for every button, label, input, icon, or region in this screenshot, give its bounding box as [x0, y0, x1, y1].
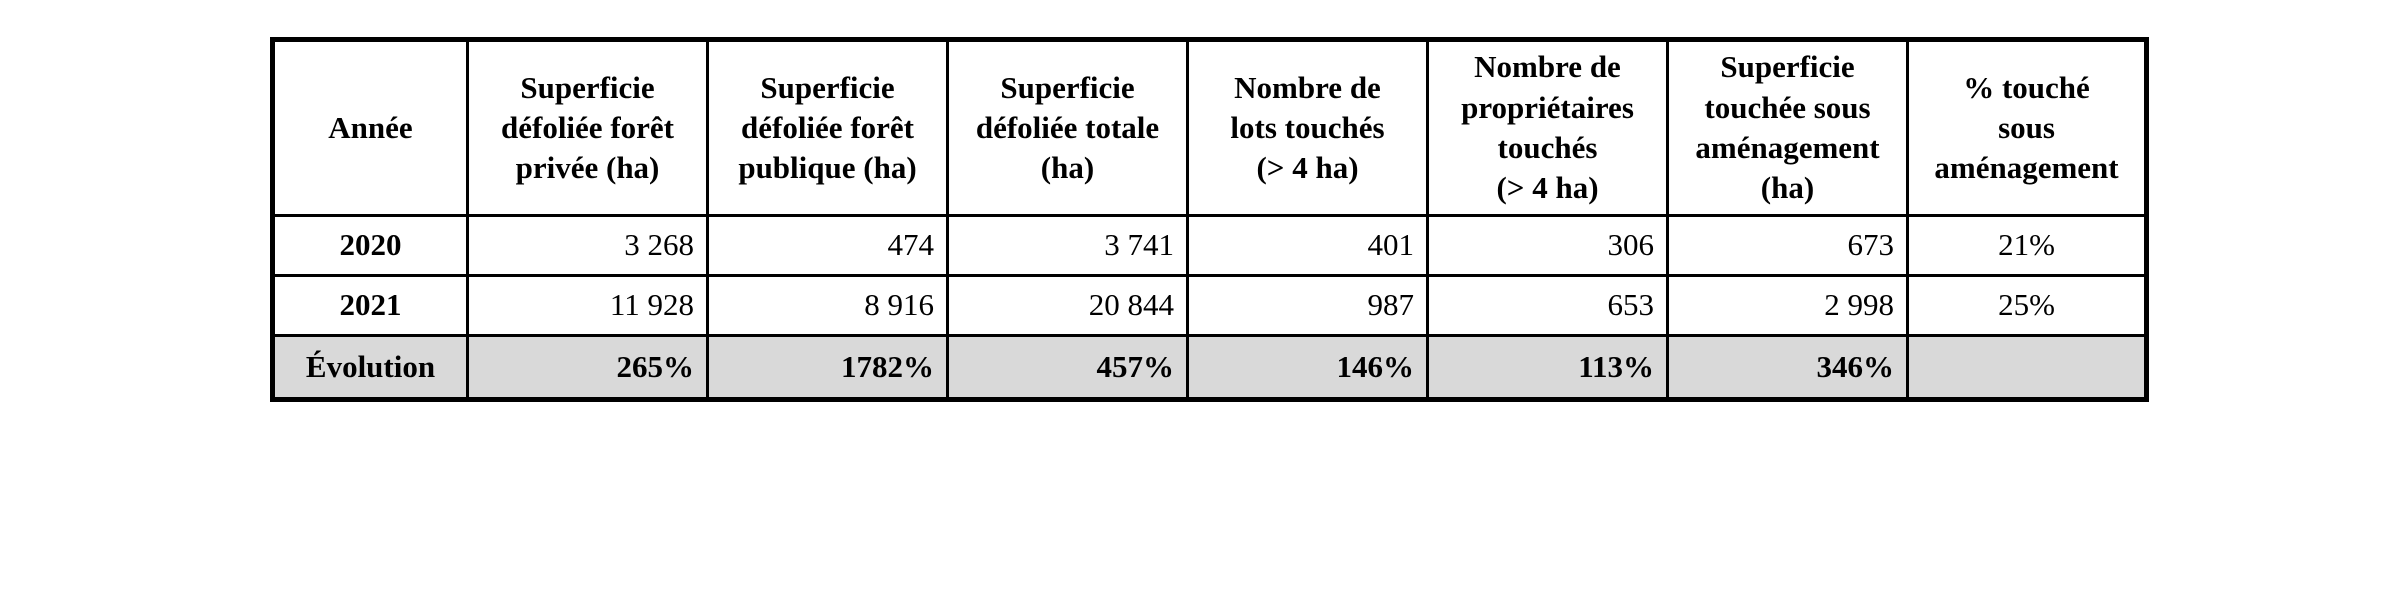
row-year-cell: 2021	[271, 274, 469, 337]
table-cell: 2 998	[1666, 274, 1909, 337]
evolution-cell: 457%	[946, 334, 1189, 401]
table-cell: 3 741	[946, 214, 1189, 277]
table-cell: 474	[706, 214, 949, 277]
evolution-cell: 346%	[1666, 334, 1909, 401]
evolution-cell: 146%	[1186, 334, 1429, 401]
evolution-label: Évolution	[271, 334, 469, 401]
data-table: Année Superficie défoliée forêt privée (…	[270, 37, 2149, 402]
table-cell: 673	[1666, 214, 1909, 277]
table-cell: 3 268	[466, 214, 709, 277]
table-cell: 8 916	[706, 274, 949, 337]
table-cell: 25%	[1906, 274, 2148, 337]
header-row: Année Superficie défoliée forêt privée (…	[271, 38, 2148, 217]
header-superficie-totale: Superficie défoliée totale (ha)	[946, 38, 1189, 217]
header-nombre-proprietaires: Nombre de propriétaires touchés (> 4 ha)	[1426, 38, 1669, 217]
table-cell: 21%	[1906, 214, 2148, 277]
header-superficie-privee: Superficie défoliée forêt privée (ha)	[466, 38, 709, 217]
evolution-cell: 265%	[466, 334, 709, 401]
header-annee: Année	[271, 38, 469, 217]
table-row: 2020 3 268 474 3 741 401 306 673 21%	[271, 214, 2148, 277]
table-cell: 653	[1426, 274, 1669, 337]
evolution-row: Évolution 265% 1782% 457% 146% 113% 346%	[271, 334, 2148, 401]
table-row: 2021 11 928 8 916 20 844 987 653 2 998 2…	[271, 274, 2148, 337]
evolution-cell: 1782%	[706, 334, 949, 401]
table-cell: 401	[1186, 214, 1429, 277]
table-cell: 20 844	[946, 274, 1189, 337]
table-cell: 987	[1186, 274, 1429, 337]
header-pct-amenagement: % touché sous aménagement	[1906, 38, 2148, 217]
header-superficie-amenagement: Superficie touchée sous aménagement (ha)	[1666, 38, 1909, 217]
table-cell: 11 928	[466, 274, 709, 337]
table-cell: 306	[1426, 214, 1669, 277]
header-nombre-lots: Nombre de lots touchés (> 4 ha)	[1186, 38, 1429, 217]
evolution-cell: 113%	[1426, 334, 1669, 401]
evolution-cell-empty	[1906, 334, 2148, 401]
header-superficie-publique: Superficie défoliée forêt publique (ha)	[706, 38, 949, 217]
row-year-cell: 2020	[271, 214, 469, 277]
